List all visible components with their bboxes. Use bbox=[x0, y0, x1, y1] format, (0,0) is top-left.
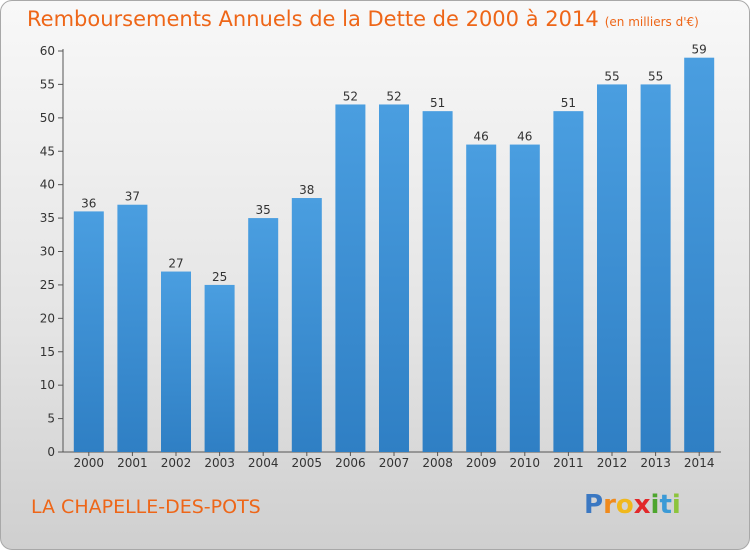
x-tick-label: 2010 bbox=[510, 456, 541, 470]
bar-value-label: 55 bbox=[604, 69, 619, 83]
x-tick-label: 2003 bbox=[204, 456, 235, 470]
y-tick-label: 15 bbox=[40, 345, 55, 359]
bar bbox=[422, 111, 453, 453]
logo-letter: P bbox=[584, 490, 604, 520]
x-tick-label: 2014 bbox=[684, 456, 715, 470]
bar-value-label: 52 bbox=[386, 89, 401, 103]
bar-value-label: 25 bbox=[212, 270, 227, 284]
logo-letter: t bbox=[659, 490, 672, 520]
x-tick-label: 2009 bbox=[466, 456, 497, 470]
x-tick-label: 2005 bbox=[292, 456, 323, 470]
y-tick-label: 35 bbox=[40, 211, 55, 225]
bar-chart: 0 5 10 15 20 25 30 35 40 45 50 55 60 36 2000 37 2001 27 20… bbox=[40, 43, 721, 470]
bar bbox=[553, 111, 584, 453]
x-tick-label: 2008 bbox=[422, 456, 453, 470]
x-tick-label: 2002 bbox=[161, 456, 192, 470]
x-tick-label: 2013 bbox=[640, 456, 671, 470]
y-tick-label: 25 bbox=[40, 278, 55, 292]
y-tick-label: 40 bbox=[40, 178, 55, 192]
y-tick-label: 0 bbox=[47, 445, 55, 459]
proxiti-logo: Proxiti bbox=[584, 490, 681, 520]
x-tick-label: 2004 bbox=[248, 456, 279, 470]
chart-title-text: Remboursements Annuels de la Dette de 20… bbox=[27, 7, 599, 31]
bar bbox=[509, 144, 540, 453]
logo-letter: o bbox=[615, 490, 634, 520]
x-tick-label: 2011 bbox=[553, 456, 584, 470]
logo-letter: i bbox=[650, 490, 660, 520]
bar-value-label: 46 bbox=[474, 130, 489, 144]
bar-value-label: 55 bbox=[648, 69, 663, 83]
x-tick-label: 2000 bbox=[74, 456, 105, 470]
bar bbox=[379, 104, 409, 452]
bar-value-label: 51 bbox=[430, 96, 445, 110]
bar-value-label: 36 bbox=[81, 196, 96, 210]
commune-name: LA CHAPELLE-DES-POTS bbox=[31, 496, 261, 518]
bar-value-label: 38 bbox=[299, 183, 314, 197]
bar bbox=[161, 271, 191, 452]
bar bbox=[117, 204, 148, 452]
bar bbox=[640, 84, 671, 453]
bar-value-label: 51 bbox=[561, 96, 576, 110]
bar-value-label: 35 bbox=[256, 203, 271, 217]
chart-title: Remboursements Annuels de la Dette de 20… bbox=[27, 7, 699, 31]
x-tick-label: 2006 bbox=[335, 456, 366, 470]
y-tick-label: 5 bbox=[47, 412, 55, 426]
bar bbox=[73, 211, 104, 452]
bar bbox=[597, 84, 627, 453]
logo-letter: i bbox=[671, 490, 681, 520]
y-tick-label: 50 bbox=[40, 111, 55, 125]
x-tick-label: 2001 bbox=[117, 456, 148, 470]
logo-letter: r bbox=[603, 490, 616, 520]
bar-value-label: 46 bbox=[517, 130, 532, 144]
x-tick-label: 2012 bbox=[597, 456, 628, 470]
bar-value-label: 27 bbox=[168, 257, 183, 271]
y-tick-label: 20 bbox=[40, 311, 55, 325]
y-tick-label: 45 bbox=[40, 144, 55, 158]
x-tick-label: 2007 bbox=[379, 456, 410, 470]
bar bbox=[466, 144, 497, 453]
bar bbox=[291, 198, 322, 452]
y-tick-label: 30 bbox=[40, 245, 55, 259]
y-tick-label: 10 bbox=[40, 378, 55, 392]
bar bbox=[335, 104, 366, 452]
logo-letter: x bbox=[633, 490, 651, 520]
bar-value-label: 52 bbox=[343, 89, 358, 103]
bar-value-label: 37 bbox=[125, 190, 140, 204]
bar bbox=[248, 218, 279, 452]
chart-unit-label: (en milliers d'€) bbox=[604, 15, 699, 29]
y-tick-label: 55 bbox=[40, 77, 55, 91]
bar bbox=[684, 57, 715, 452]
y-tick-label: 60 bbox=[40, 44, 55, 58]
bar-value-label: 59 bbox=[692, 43, 707, 57]
bar bbox=[204, 284, 235, 452]
